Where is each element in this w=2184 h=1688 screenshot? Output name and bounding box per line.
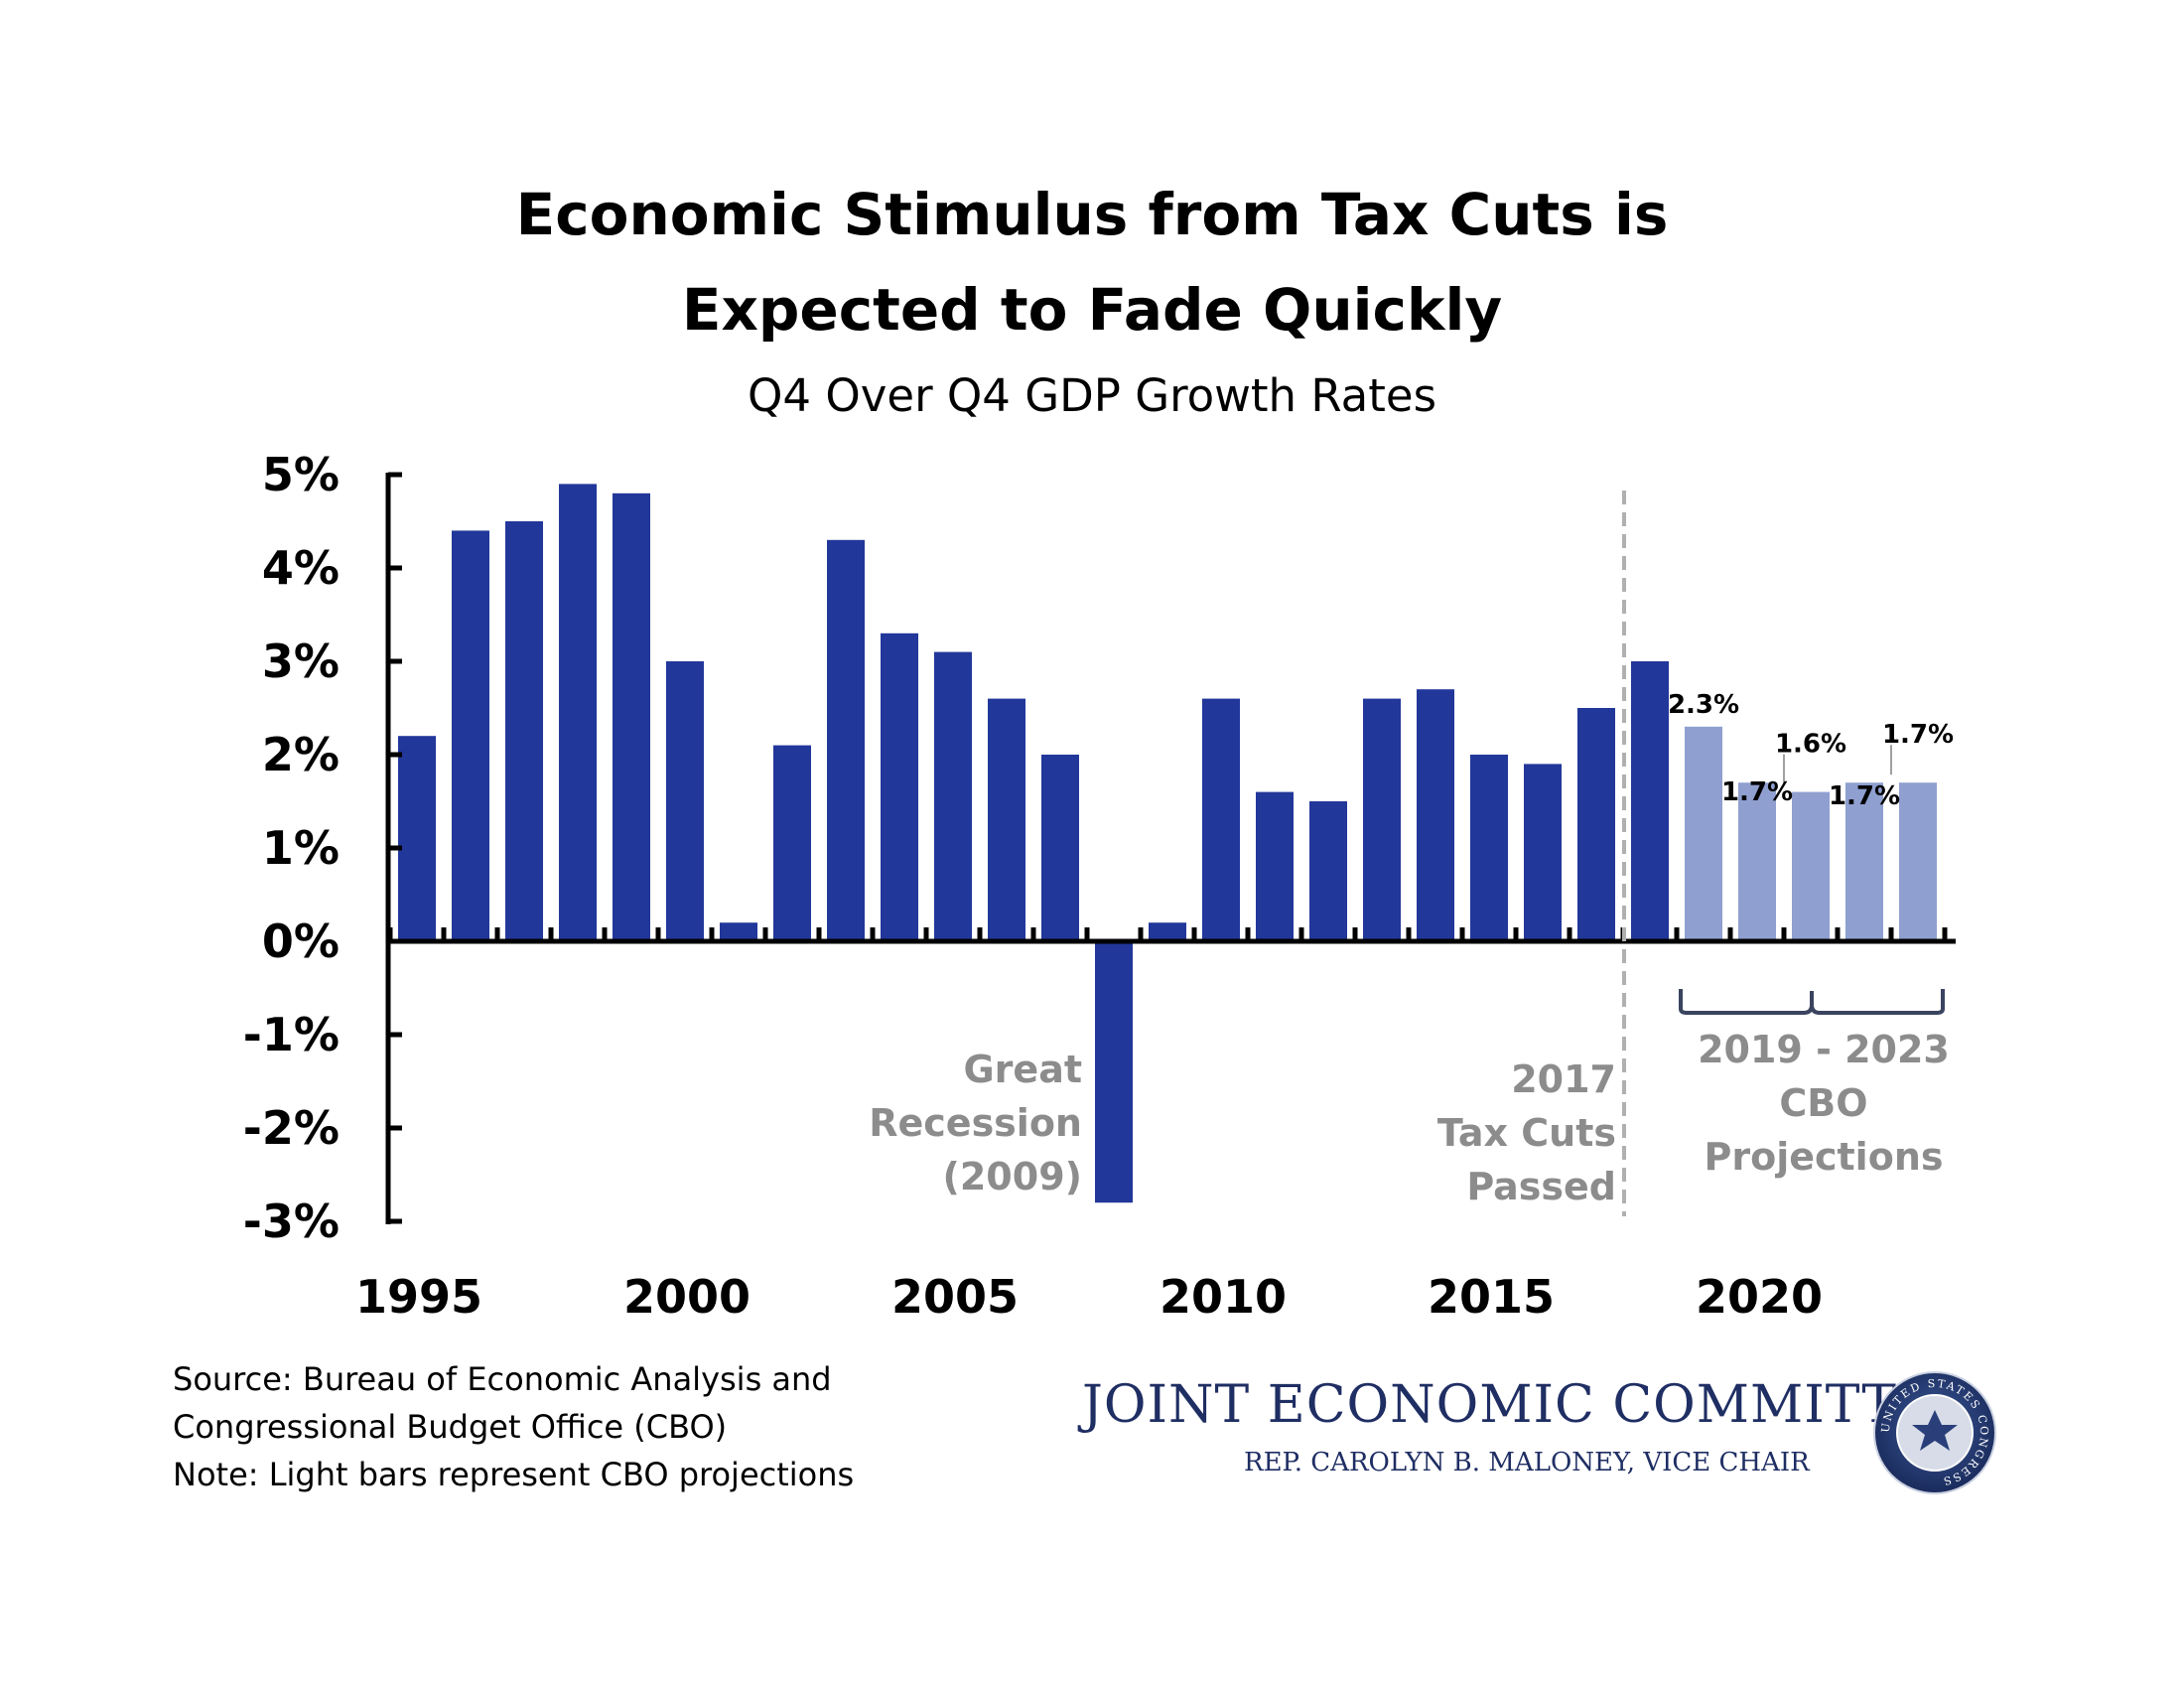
tax-cuts-annotation: 2017 (1511, 1057, 1616, 1101)
bar-2000 (666, 661, 704, 941)
x-tick-label: 2000 (623, 1270, 751, 1324)
bar-2010 (1202, 698, 1240, 941)
x-tick-label: 2020 (1696, 1270, 1823, 1324)
y-tick-label: 0% (262, 914, 340, 968)
x-tick-label: 2010 (1160, 1270, 1287, 1324)
jec-logo-subtitle: REP. CAROLYN B. MALONEY, VICE CHAIR (1244, 1448, 1810, 1477)
projection-bracket (1679, 989, 1945, 1015)
bar-2003 (827, 539, 865, 941)
bar-2012 (1309, 801, 1347, 941)
data-label-2021: 1.6% (1775, 730, 1846, 760)
bar-2005 (934, 651, 972, 941)
bar-2001 (720, 922, 757, 941)
bar-1996 (452, 530, 489, 941)
congress-seal-icon: UNITED STATES CONGRESS (1873, 1371, 1996, 1494)
y-tick-label: 5% (262, 448, 340, 501)
x-tick-label: 2005 (891, 1270, 1019, 1324)
bar-1997 (505, 521, 543, 941)
bar-2008 (1095, 941, 1133, 1203)
recession-annotation: (2009) (943, 1155, 1083, 1198)
bar-2006 (988, 698, 1025, 941)
tax-cuts-annotation: Tax Cuts (1437, 1111, 1616, 1155)
x-tick-label: 2015 (1428, 1270, 1555, 1324)
y-tick-label: -1% (243, 1008, 340, 1061)
bar-2017 (1577, 708, 1615, 941)
source-line-1: Source: Bureau of Economic Analysis and (173, 1360, 832, 1398)
bar-2020 (1738, 782, 1776, 941)
x-tick-label: 1995 (355, 1270, 482, 1324)
bar-1998 (559, 484, 597, 941)
bar-2021 (1792, 791, 1830, 941)
y-tick-label: 2% (262, 728, 340, 781)
data-label-2020: 1.7% (1721, 777, 1793, 807)
data-label-2022: 1.7% (1829, 781, 1900, 811)
y-tick-label: 1% (262, 821, 340, 875)
bar-2004 (881, 633, 918, 941)
bar-2022 (1845, 782, 1883, 941)
bar-2018 (1631, 661, 1669, 941)
bar-2014 (1417, 689, 1454, 941)
bar-2011 (1256, 791, 1294, 941)
jec-logo-name: JOINT ECONOMIC COMMITTEE (1082, 1375, 1976, 1435)
projections-annotation: CBO (1779, 1081, 1867, 1125)
bar-1999 (613, 492, 650, 941)
y-tick-label: -2% (243, 1101, 340, 1155)
chart-title-line-1: Economic Stimulus from Tax Cuts is (515, 181, 1669, 248)
chart-subtitle: Q4 Over Q4 GDP Growth Rates (747, 369, 1437, 422)
note-line: Note: Light bars represent CBO projectio… (173, 1456, 855, 1493)
chart-title-line-2: Expected to Fade Quickly (681, 276, 1503, 344)
tax-cuts-annotation: Passed (1466, 1165, 1616, 1208)
bar-2002 (773, 745, 811, 941)
bar-1995 (398, 736, 436, 941)
bar-2007 (1041, 755, 1079, 941)
recession-annotation: Recession (869, 1101, 1082, 1145)
bar-2013 (1363, 698, 1401, 941)
projections-annotation: Projections (1705, 1135, 1944, 1179)
bar-2019 (1685, 726, 1722, 941)
projections-annotation: 2019 - 2023 (1698, 1028, 1950, 1071)
y-tick-label: 3% (262, 634, 340, 688)
recession-annotation: Great (963, 1048, 1082, 1091)
data-label-2023: 1.7% (1882, 720, 1954, 750)
bar-2015 (1470, 755, 1508, 941)
source-line-2: Congressional Budget Office (CBO) (173, 1408, 728, 1446)
y-tick-label: -3% (243, 1195, 340, 1248)
data-label-2019: 2.3% (1668, 690, 1739, 720)
bar-2023 (1899, 782, 1937, 941)
bar-2009 (1149, 922, 1186, 941)
bar-2016 (1524, 764, 1562, 941)
y-tick-label: 4% (262, 541, 340, 595)
